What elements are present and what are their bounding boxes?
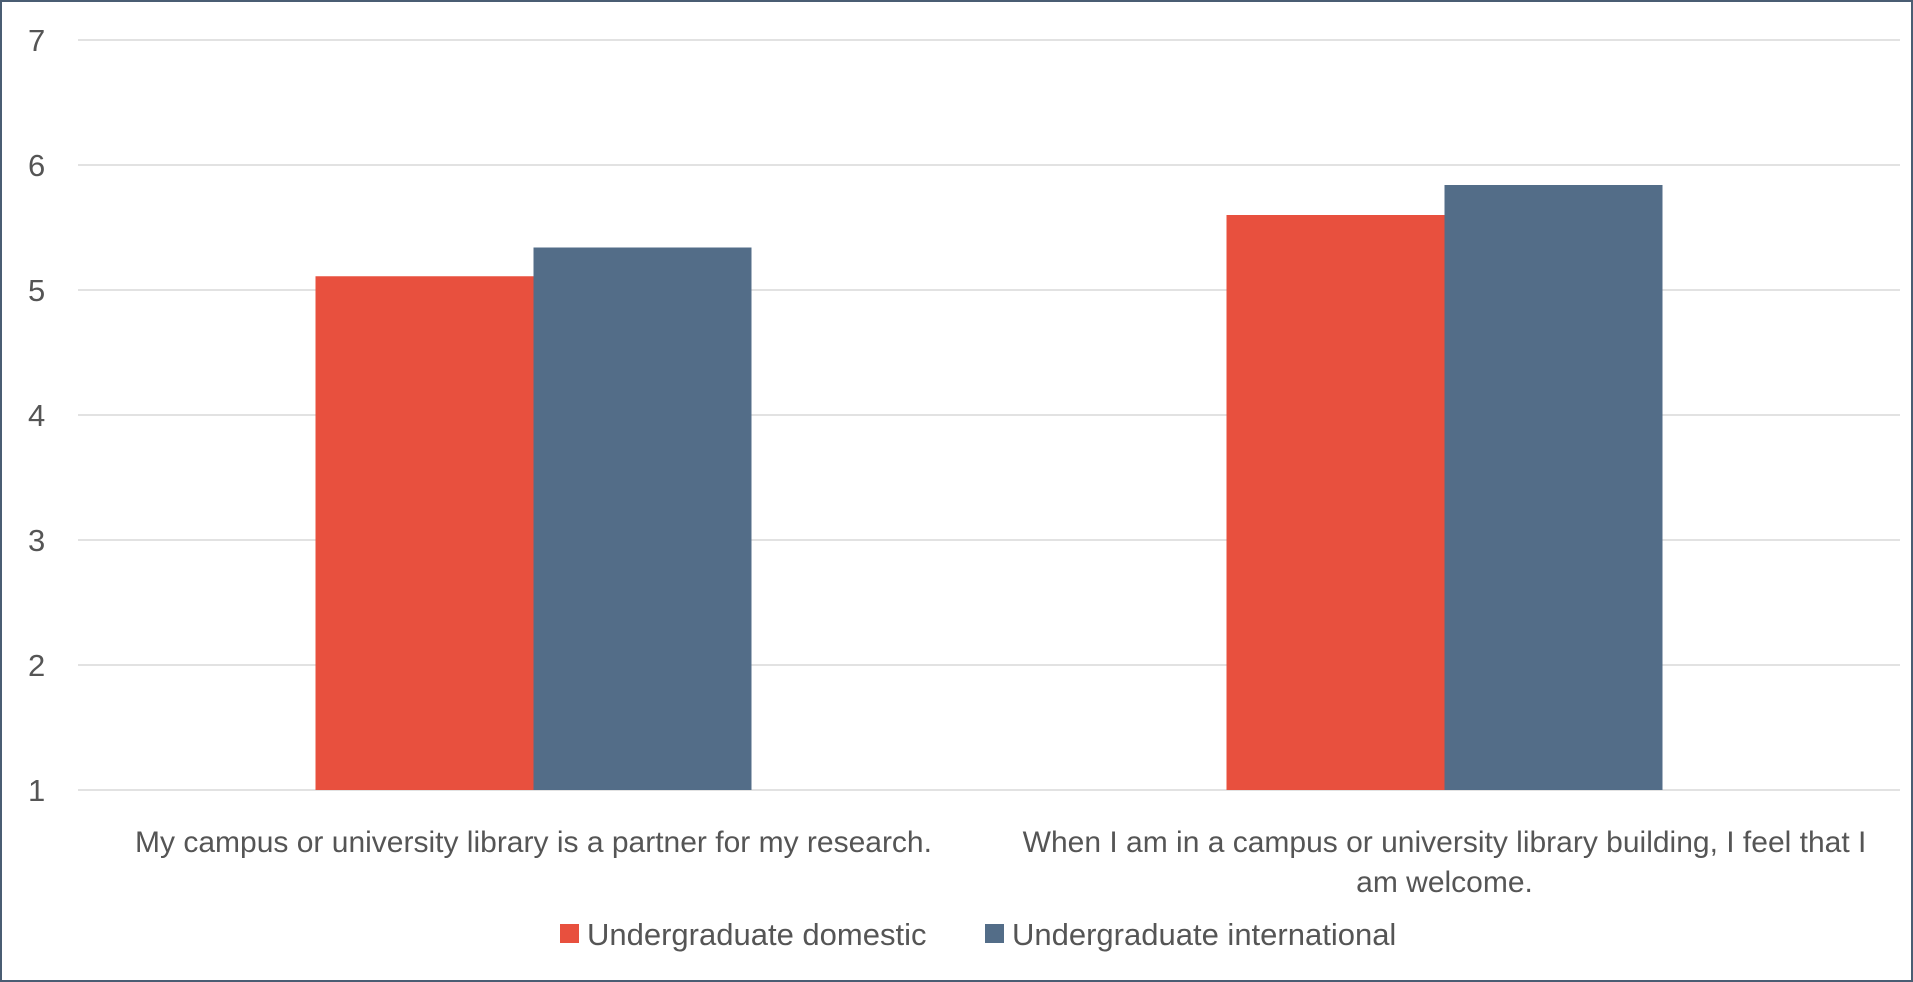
x-axis-category-labels: My campus or university library is a par… — [135, 826, 1866, 899]
y-tick-label-3: 3 — [28, 523, 45, 558]
bars — [315, 185, 1663, 790]
y-axis-ticks: 1 2 3 4 5 6 7 — [28, 23, 45, 808]
bar-domestic-category-1 — [315, 276, 534, 790]
legend-label-international: Undergraduate international — [1012, 917, 1396, 952]
legend: Undergraduate domestic Undergraduate inte… — [560, 917, 1396, 952]
legend-swatch-domestic — [560, 924, 579, 943]
y-tick-label-2: 2 — [28, 648, 45, 683]
legend-label-domestic: Undergraduate domestic — [587, 917, 926, 952]
y-tick-label-1: 1 — [28, 773, 45, 808]
bar-international-category-1 — [533, 247, 752, 790]
y-tick-label-7: 7 — [28, 23, 45, 58]
y-tick-label-4: 4 — [28, 398, 45, 433]
bar-domestic-category-2 — [1226, 215, 1445, 790]
bar-international-category-2 — [1444, 185, 1663, 790]
y-tick-label-5: 5 — [28, 273, 45, 308]
category-label-2: When I am in a campus or university libr… — [1023, 826, 1867, 899]
category-label-1-line-1: My campus or university library is a par… — [135, 826, 932, 859]
category-label-2-line-2: am welcome. — [1356, 866, 1533, 899]
y-tick-label-6: 6 — [28, 148, 45, 183]
category-label-2-line-1: When I am in a campus or university libr… — [1023, 826, 1867, 859]
category-label-1: My campus or university library is a par… — [135, 826, 932, 859]
legend-swatch-international — [985, 924, 1004, 943]
